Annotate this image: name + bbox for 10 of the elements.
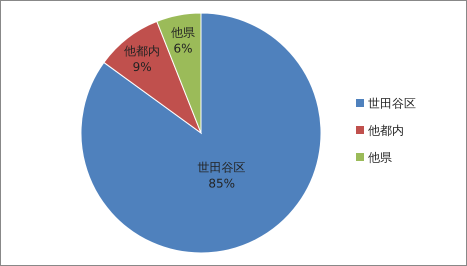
- slice-label: 他都内: [124, 44, 160, 58]
- slice-label: 世田谷区: [198, 160, 246, 175]
- legend-label: 他県: [368, 150, 392, 164]
- data-label: 85%: [208, 176, 236, 191]
- slice-label: 他県: [171, 26, 196, 40]
- pie-slice: [80, 12, 322, 254]
- data-label: 6%: [173, 42, 193, 56]
- legend-label: 世田谷区: [368, 96, 416, 110]
- data-label: 9%: [132, 60, 152, 74]
- legend-label: 他都内: [368, 124, 404, 138]
